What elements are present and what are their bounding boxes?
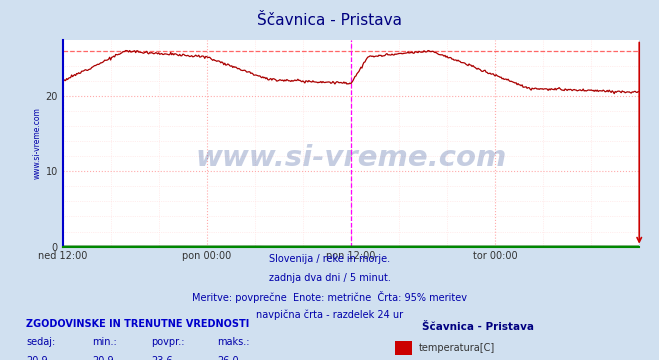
Text: www.si-vreme.com: www.si-vreme.com (195, 144, 507, 172)
Text: Slovenija / reke in morje.: Slovenija / reke in morje. (269, 254, 390, 264)
Y-axis label: www.si-vreme.com: www.si-vreme.com (32, 107, 42, 179)
Text: Ščavnica - Pristava: Ščavnica - Pristava (422, 322, 534, 332)
Text: Ščavnica - Pristava: Ščavnica - Pristava (257, 13, 402, 28)
Text: min.:: min.: (92, 337, 117, 347)
Text: navpična črta - razdelek 24 ur: navpična črta - razdelek 24 ur (256, 310, 403, 320)
Text: ZGODOVINSKE IN TRENUTNE VREDNOSTI: ZGODOVINSKE IN TRENUTNE VREDNOSTI (26, 319, 250, 329)
Text: 26,0: 26,0 (217, 356, 239, 360)
Text: 20,9: 20,9 (26, 356, 48, 360)
Text: temperatura[C]: temperatura[C] (418, 343, 495, 353)
Text: 23,6: 23,6 (152, 356, 173, 360)
Text: 20,9: 20,9 (92, 356, 114, 360)
Text: Meritve: povprečne  Enote: metrične  Črta: 95% meritev: Meritve: povprečne Enote: metrične Črta:… (192, 291, 467, 303)
Text: povpr.:: povpr.: (152, 337, 185, 347)
Text: sedaj:: sedaj: (26, 337, 55, 347)
Text: zadnja dva dni / 5 minut.: zadnja dva dni / 5 minut. (269, 273, 390, 283)
Text: maks.:: maks.: (217, 337, 250, 347)
